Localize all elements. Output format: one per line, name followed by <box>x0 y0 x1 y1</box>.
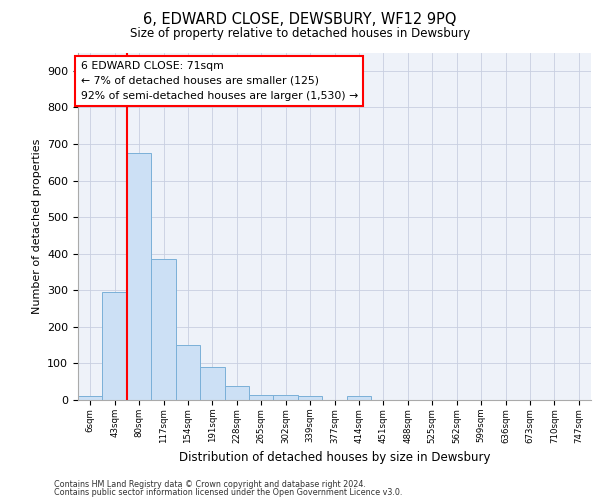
Bar <box>298 396 322 400</box>
Text: 6 EDWARD CLOSE: 71sqm
← 7% of detached houses are smaller (125)
92% of semi-deta: 6 EDWARD CLOSE: 71sqm ← 7% of detached h… <box>80 61 358 101</box>
Bar <box>347 396 371 400</box>
Bar <box>176 345 200 400</box>
Text: Contains HM Land Registry data © Crown copyright and database right 2024.: Contains HM Land Registry data © Crown c… <box>54 480 366 489</box>
Bar <box>249 394 274 400</box>
Bar <box>103 292 127 400</box>
Y-axis label: Number of detached properties: Number of detached properties <box>32 138 41 314</box>
Bar <box>224 386 249 400</box>
Bar <box>78 396 103 400</box>
Text: 6, EDWARD CLOSE, DEWSBURY, WF12 9PQ: 6, EDWARD CLOSE, DEWSBURY, WF12 9PQ <box>143 12 457 28</box>
Bar <box>274 394 298 400</box>
Bar <box>151 259 176 400</box>
Bar <box>200 367 224 400</box>
Bar <box>127 153 151 400</box>
X-axis label: Distribution of detached houses by size in Dewsbury: Distribution of detached houses by size … <box>179 451 490 464</box>
Text: Contains public sector information licensed under the Open Government Licence v3: Contains public sector information licen… <box>54 488 403 497</box>
Text: Size of property relative to detached houses in Dewsbury: Size of property relative to detached ho… <box>130 28 470 40</box>
